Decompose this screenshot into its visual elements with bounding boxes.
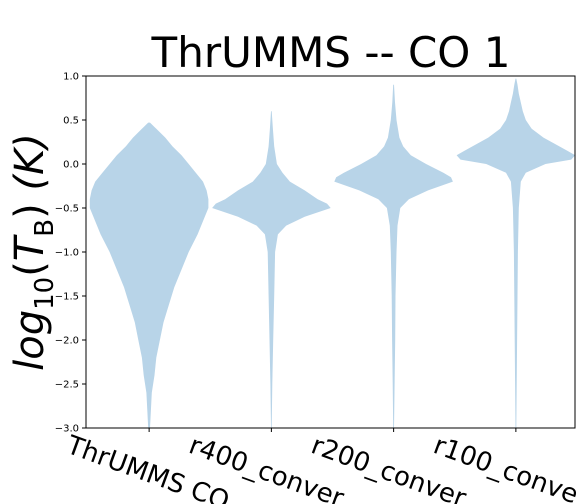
chart-title: ThrUMMS -- CO 1 [151,28,511,77]
violin-1 [89,122,209,428]
y-axis: 1.0 0.5 0.0 −0.5 −1.0 −1.5 −2.0 −2.5 −3.0 [55,72,86,435]
y-tick-label: −0.5 [55,204,79,215]
y-axis-label: log10(TB) (K) [7,133,60,371]
y-tick-label: 0.0 [63,160,79,171]
y-tick-label: −1.0 [55,248,79,259]
y-tick-label: −3.0 [55,424,79,435]
x-axis: ThrUMMS COr400_converr200_converr100_con… [62,428,576,504]
violin-3 [334,84,453,429]
violin-4 [456,78,576,428]
y-tick-label: 1.0 [63,72,79,83]
y-tick-label: 0.5 [63,116,79,127]
y-tick-label: −2.5 [55,380,79,391]
violins [89,78,576,429]
y-tick-label: −2.0 [55,336,79,347]
y-tick-label: −1.5 [55,292,79,303]
violin-2 [212,111,331,428]
